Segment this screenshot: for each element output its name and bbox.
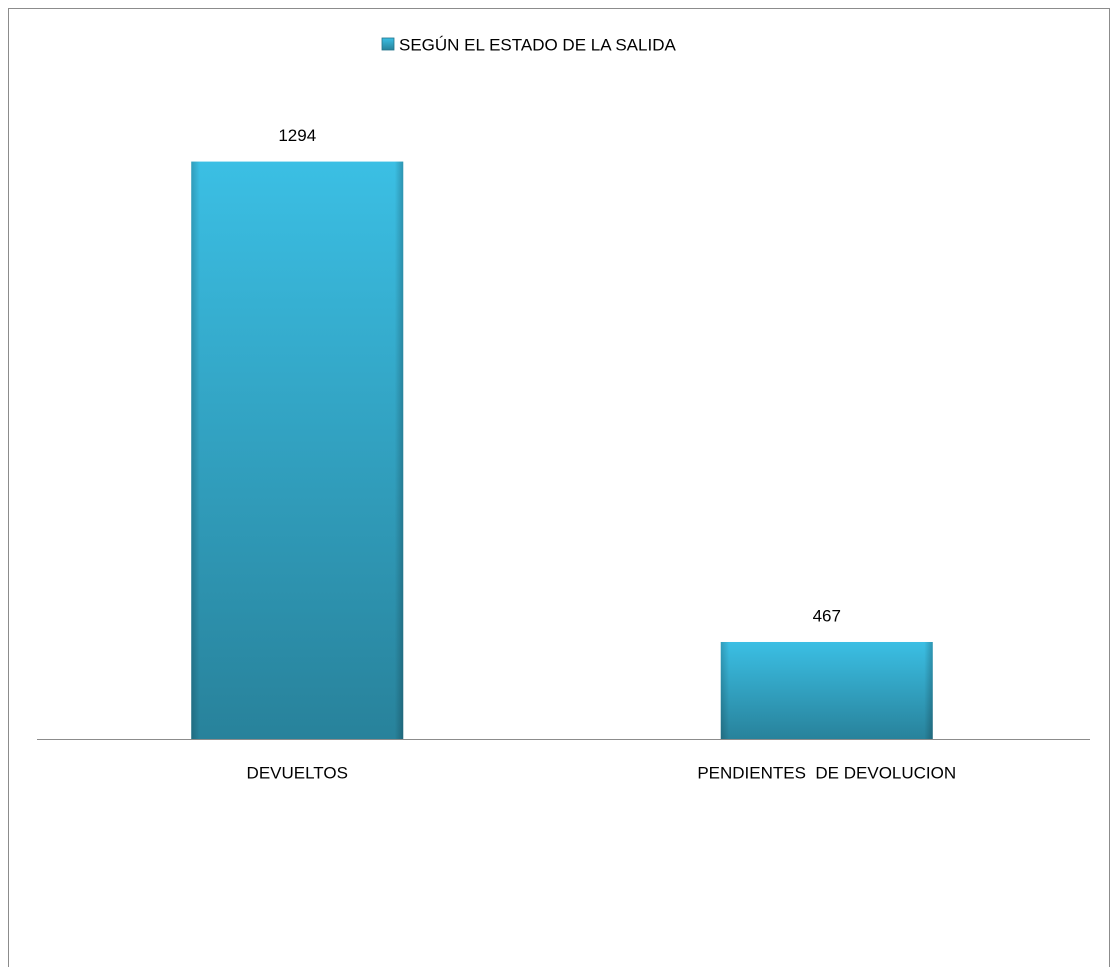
data-label: 1294 xyxy=(278,126,316,145)
x-tick-label: DEVUELTOS xyxy=(247,763,348,782)
x-tick-label: PENDIENTES DE DEVOLUCION xyxy=(697,763,956,782)
legend-swatch xyxy=(381,37,395,51)
legend-label: SEGÚN EL ESTADO DE LA SALIDA xyxy=(399,35,676,54)
bar-shade xyxy=(191,161,404,740)
chart-frame xyxy=(8,8,1110,967)
bar-shade xyxy=(720,641,933,739)
data-label: 467 xyxy=(813,606,841,625)
